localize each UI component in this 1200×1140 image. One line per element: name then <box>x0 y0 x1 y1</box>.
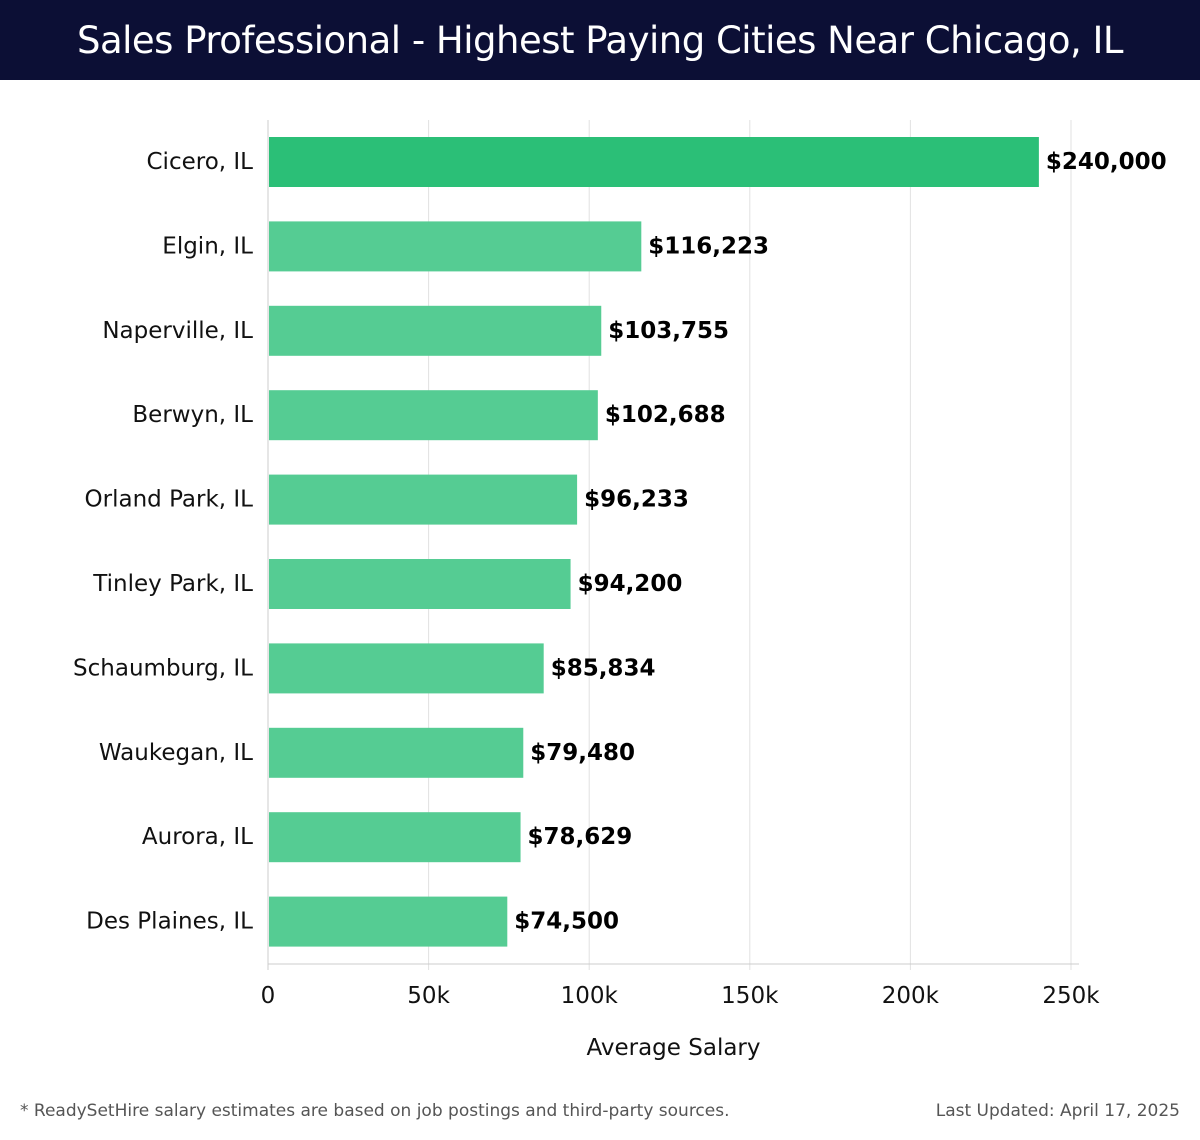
bar <box>269 390 598 441</box>
last-updated: Last Updated: April 17, 2025 <box>935 1101 1180 1121</box>
category-label: Orland Park, IL <box>85 487 254 513</box>
bar <box>269 727 524 778</box>
category-label: Aurora, IL <box>142 824 253 850</box>
bar <box>269 559 571 609</box>
category-label: Berwyn, IL <box>132 402 253 428</box>
value-label: $240,000 <box>1046 149 1167 175</box>
value-label: $78,629 <box>528 824 633 850</box>
page-title: Sales Professional - Highest Paying Citi… <box>76 18 1124 62</box>
category-label: Waukegan, IL <box>99 740 253 766</box>
x-tick-label: 250k <box>1042 983 1100 1009</box>
header-bar: Sales Professional - Highest Paying Citi… <box>0 0 1200 80</box>
x-tick-label: 100k <box>561 983 619 1009</box>
category-label: Elgin, IL <box>162 233 253 259</box>
bar <box>269 896 508 947</box>
bar <box>269 812 521 863</box>
bar <box>269 474 578 525</box>
category-label: Des Plaines, IL <box>86 909 253 935</box>
bar <box>269 305 602 356</box>
salary-bar-chart: Cicero, IL $240,000 Elgin, IL $116,223 Naper… <box>73 120 1167 1061</box>
value-label: $94,200 <box>578 571 683 597</box>
category-label: Tinley Park, IL <box>92 571 253 597</box>
bar <box>269 137 1039 187</box>
value-label: $85,834 <box>551 655 656 681</box>
x-tick-label: 0 <box>261 983 276 1009</box>
bar <box>269 643 544 694</box>
value-label: $79,480 <box>530 740 635 766</box>
value-label: $74,500 <box>514 909 619 935</box>
category-label: Naperville, IL <box>102 318 253 344</box>
value-label: $96,233 <box>584 487 689 513</box>
x-tick-label: 50k <box>407 983 450 1009</box>
x-axis-title: Average Salary <box>586 1035 760 1061</box>
bar <box>269 221 642 272</box>
x-tick-label: 150k <box>721 983 779 1009</box>
value-label: $103,755 <box>608 318 729 344</box>
footer-note: * ReadySetHire salary estimates are base… <box>20 1101 730 1121</box>
category-label: Cicero, IL <box>147 149 254 175</box>
value-label: $102,688 <box>605 402 726 428</box>
category-label: Schaumburg, IL <box>73 655 253 681</box>
value-label: $116,223 <box>648 233 769 259</box>
x-tick-label: 200k <box>882 983 940 1009</box>
